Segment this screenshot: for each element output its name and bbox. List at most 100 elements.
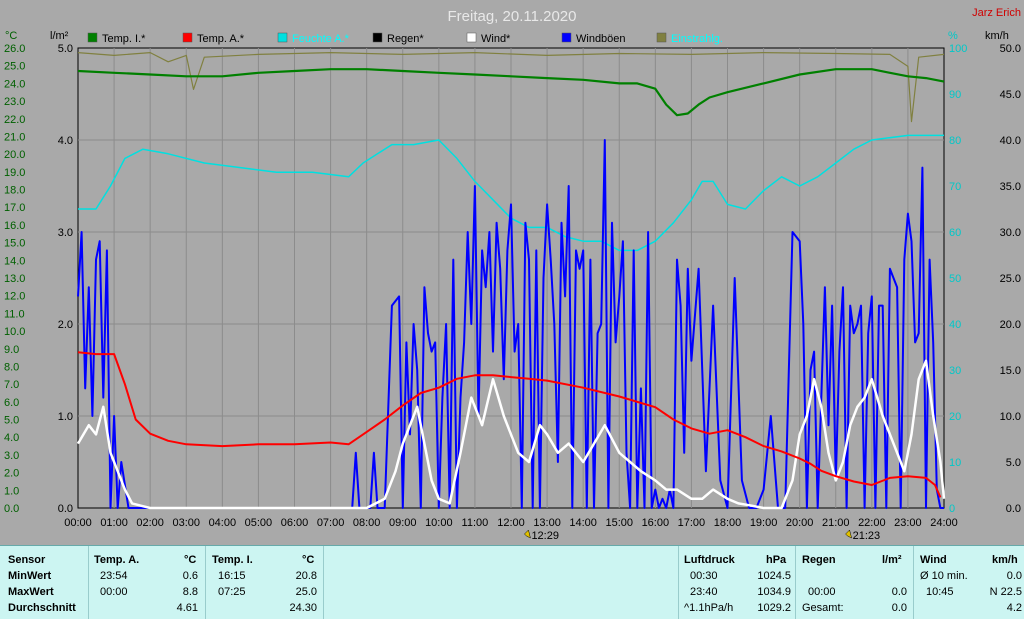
wind-max-time: 10:45 (926, 586, 954, 598)
rain-header: Regen (802, 554, 836, 566)
temp-i-header: Temp. I. (212, 554, 253, 566)
legend-swatch (466, 32, 477, 43)
temp-tick-label: 11.0 (4, 308, 25, 320)
x-tick-label: 24:00 (930, 517, 958, 529)
temp-a-header: Temp. A. (94, 554, 140, 566)
rain-unit: l/m² (882, 554, 902, 566)
temp-tick-label: 1.0 (4, 485, 19, 497)
x-tick-label: 23:00 (894, 517, 922, 529)
legend-swatch (87, 32, 98, 43)
wind-tick-label: 25.0 (1000, 273, 1021, 285)
wind-avg10-label: Ø 10 min. (920, 570, 968, 582)
legend-swatch (277, 32, 288, 43)
rain-tick-label: 5.0 (58, 43, 73, 55)
x-tick-label: 11:00 (462, 517, 489, 529)
temp-i-max-value: 25.0 (295, 586, 317, 598)
pressure-header: Luftdruck (684, 554, 735, 566)
temp-tick-label: 4.0 (4, 432, 19, 444)
legend-label: Temp. A.* (197, 33, 245, 45)
marker-icon (845, 529, 852, 539)
pressure-unit: hPa (766, 554, 787, 566)
temp-tick-label: 23.0 (4, 96, 25, 108)
wind-unit: km/h (992, 554, 1018, 566)
temp-tick-label: 5.0 (4, 415, 19, 427)
marker-icon (524, 529, 531, 539)
temp-tick-label: 21.0 (4, 131, 25, 143)
rain-tick-label: 0.0 (58, 503, 73, 515)
temp-tick-label: 25.0 (4, 61, 25, 73)
author-label: Jarz Erich (972, 7, 1021, 19)
temp-tick-label: 2.0 (4, 468, 19, 480)
humidity-tick-label: 50 (949, 273, 961, 285)
temp-tick-label: 10.0 (4, 326, 25, 338)
unit-wind: km/h (985, 30, 1009, 42)
unit-rain: l/m² (50, 30, 69, 42)
weather-chart: 00:00 01:00 02:00 03:00 04:00 05:00 06:00 07:00… (4, 7, 1021, 542)
x-tick-label: 00:00 (64, 517, 92, 529)
pressure-avg-value: 1029.2 (757, 602, 791, 614)
legend-swatch (372, 32, 383, 43)
x-tick-label: 03:00 (172, 517, 200, 529)
temp-tick-label: 0.0 (4, 503, 19, 515)
humidity-tick-label: 100 (949, 43, 967, 55)
rain-total-label: Gesamt: (802, 602, 844, 614)
sensor-label: Sensor (8, 554, 46, 566)
unit-humidity: % (948, 30, 958, 42)
legend-swatch (182, 32, 193, 43)
temp-tick-label: 20.0 (4, 149, 25, 161)
humidity-tick-label: 30 (949, 365, 961, 377)
humidity-tick-label: 10 (949, 457, 961, 469)
temp-a-max-time: 00:00 (100, 586, 128, 598)
wind-tick-label: 15.0 (1000, 365, 1021, 377)
x-tick-label: 15:00 (605, 517, 633, 529)
temp-a-unit: °C (184, 554, 197, 566)
series-line-einstrahlg (77, 51, 945, 123)
temp-a-min-value: 0.6 (182, 570, 198, 582)
wind-avg-value: 4.2 (1006, 602, 1022, 614)
temp-tick-label: 15.0 (4, 238, 25, 250)
temp-tick-label: 13.0 (4, 273, 25, 285)
legend-label: Temp. I.* (102, 33, 146, 45)
x-tick-label: 14:00 (569, 517, 597, 529)
x-tick-label: 16:00 (642, 517, 670, 529)
humidity-tick-label: 40 (949, 319, 961, 331)
x-tick-label: 04:00 (209, 517, 237, 529)
rain-tick-label: 1.0 (58, 411, 73, 423)
x-tick-label: 07:00 (317, 517, 345, 529)
row-label-avg: Durchschnitt (8, 602, 76, 614)
rain-tick-label: 4.0 (58, 135, 73, 147)
legend-label: Einstrahlg. (671, 33, 723, 45)
rain-total-value: 0.0 (891, 602, 907, 614)
legend-label: Regen* (387, 33, 424, 45)
unit-temp: °C (5, 30, 17, 42)
humidity-tick-label: 60 (949, 227, 961, 239)
wind-tick-label: 35.0 (1000, 181, 1021, 193)
series-line-feuchte-a (78, 134, 944, 252)
temp-tick-label: 17.0 (4, 202, 25, 214)
pressure-min-time: 00:30 (690, 570, 718, 582)
x-tick-label: 05:00 (245, 517, 273, 529)
temp-tick-label: 7.0 (4, 379, 19, 391)
temp-a-avg-value: 4.61 (176, 602, 198, 614)
temp-tick-label: 8.0 (4, 361, 19, 373)
x-tick-label: 01:00 (100, 517, 128, 529)
temp-i-avg-value: 24.30 (289, 602, 317, 614)
temp-i-min-value: 20.8 (295, 570, 317, 582)
series-line-temp-i (77, 68, 945, 117)
temp-a-min-time: 23:54 (100, 570, 128, 582)
wind-header: Wind (920, 554, 947, 566)
chart-title: Freitag, 20.11.2020 (448, 8, 577, 25)
x-tick-label: 10:00 (425, 517, 453, 529)
legend-swatch (656, 32, 667, 43)
x-tick-label: 22:00 (858, 517, 886, 529)
marker-label: 12:29 (531, 530, 559, 542)
humidity-tick-label: 20 (949, 411, 961, 423)
temp-i-min-time: 16:15 (218, 570, 246, 582)
wind-tick-label: 0.0 (1006, 503, 1021, 515)
temp-tick-label: 19.0 (4, 167, 25, 179)
x-tick-label: 12:00 (497, 517, 525, 529)
marker-label: 21:23 (853, 530, 881, 542)
temp-tick-label: 24.0 (4, 78, 25, 90)
temp-tick-label: 26.0 (4, 43, 25, 55)
pressure-max-time: 23:40 (690, 586, 718, 598)
